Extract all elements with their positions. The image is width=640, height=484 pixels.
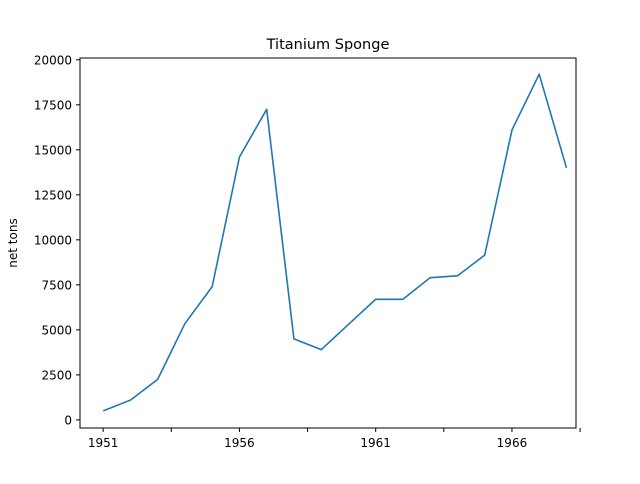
series-layer xyxy=(102,73,568,412)
y-tick-label: 15000 xyxy=(34,143,72,157)
y-tick-label: 10000 xyxy=(34,233,72,247)
y-tick-label: 2500 xyxy=(41,368,72,382)
y-tick-label: 12500 xyxy=(34,188,72,202)
y-axis-ticks: 0 2500 5000 7500 10000 12500 15000 17500 20000 xyxy=(34,53,80,427)
y-axis-label: net tons xyxy=(6,218,20,267)
y-tick-label: 7500 xyxy=(41,278,72,292)
y-tick-label: 0 xyxy=(64,413,72,427)
x-tick-label: 1961 xyxy=(360,436,391,450)
x-tick-label: 1966 xyxy=(497,436,528,450)
chart-title: Titanium Sponge xyxy=(266,37,390,53)
x-axis-ticks: 1951 1956 1961 1966 xyxy=(88,428,581,450)
y-tick-label: 5000 xyxy=(41,323,72,337)
x-tick-label: 1956 xyxy=(224,436,255,450)
plot-frame xyxy=(79,57,577,429)
x-tick-label: 1951 xyxy=(88,436,119,450)
series-line xyxy=(102,73,568,412)
y-tick-label: 20000 xyxy=(34,53,72,67)
y-tick-label: 17500 xyxy=(34,98,72,112)
